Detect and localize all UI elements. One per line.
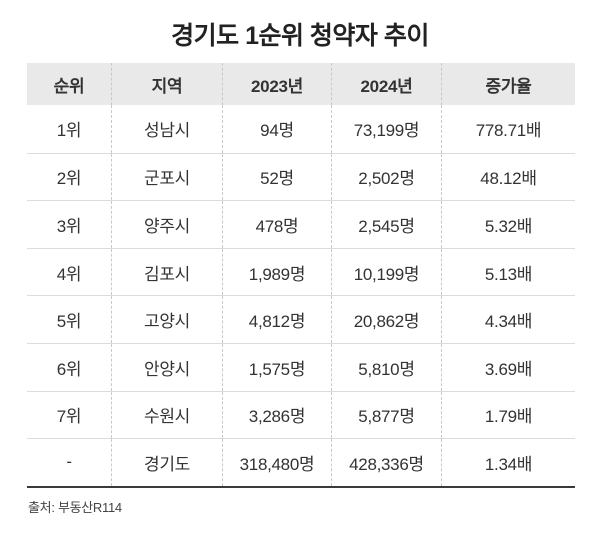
header-rate: 증가율 [441, 63, 575, 105]
cell-region: 고양시 [111, 296, 222, 343]
cell-rate: 1.79배 [441, 391, 575, 439]
cell-region: 수원시 [111, 391, 222, 439]
table-row: 4위 김포시 1,989명 10,199명 5.13배 [27, 247, 575, 296]
header-2023: 2023년 [222, 63, 331, 105]
table-row: 6위 안양시 1,575명 5,810명 3.69배 [27, 342, 575, 391]
cell-region: 군포시 [111, 153, 222, 201]
cell-rate: 5.32배 [441, 201, 575, 248]
page-title: 경기도 1순위 청약자 추이 [171, 22, 429, 50]
header-region: 지역 [111, 63, 222, 105]
cell-2024: 20,862명 [331, 296, 441, 343]
table-row-total: - 경기도 318,480명 428,336명 1.34배 [27, 438, 575, 486]
cell-2024: 2,545명 [331, 201, 441, 248]
header-rank: 순위 [53, 76, 85, 96]
table-row: 7위 수원시 3,286명 5,877명 1.79배 [27, 390, 575, 439]
cell-rate: 3.69배 [441, 343, 575, 391]
table-header-row: 순위 지역 2023년 2024년 증가율 [27, 63, 575, 105]
cell-2023: 318,480명 [222, 439, 331, 486]
cell-rate: 4.34배 [441, 296, 575, 343]
cell-rate: 778.71배 [441, 105, 575, 153]
table-row: 1위 성남시 94명 73,199명 778.71배 [27, 105, 575, 153]
cell-2023: 478명 [222, 201, 331, 248]
table-row: 2위 군포시 52명 2,502명 48.12배 [27, 152, 575, 201]
cell-2024: 5,810명 [331, 343, 441, 391]
source-note: 출처: 부동산R114 [28, 500, 122, 515]
cell-rank: 2위 [56, 169, 82, 189]
cell-rank: 1위 [56, 121, 82, 141]
cell-2023: 1,989명 [222, 248, 331, 296]
cell-rank: 4위 [56, 264, 82, 284]
cell-rank: 7위 [56, 407, 82, 427]
cell-rank: 6위 [56, 359, 82, 379]
cell-region: 안양시 [111, 343, 222, 391]
table-row: 5위 고양시 4,812명 20,862명 4.34배 [27, 295, 575, 343]
header-2024: 2024년 [331, 63, 441, 105]
cell-rank: 5위 [56, 312, 82, 332]
cell-2023: 3,286명 [222, 391, 331, 439]
cell-region: 경기도 [111, 439, 222, 486]
cell-2023: 4,812명 [222, 296, 331, 343]
cell-rate: 48.12배 [441, 153, 575, 201]
cell-2024: 428,336명 [331, 439, 441, 486]
cell-2024: 73,199명 [331, 105, 441, 153]
cell-rate: 1.34배 [441, 439, 575, 486]
cell-rank: 3위 [56, 216, 82, 236]
cell-rate: 5.13배 [441, 248, 575, 296]
cell-2024: 10,199명 [331, 248, 441, 296]
cell-region: 성남시 [111, 105, 222, 153]
cell-rank: - [66, 452, 72, 472]
cell-2023: 1,575명 [222, 343, 331, 391]
cell-region: 양주시 [111, 201, 222, 248]
table-row: 3위 양주시 478명 2,545명 5.32배 [27, 200, 575, 248]
subscribers-table: 순위 지역 2023년 2024년 증가율 1위 성남시 94명 73,199명… [27, 63, 575, 488]
cell-2023: 94명 [222, 105, 331, 153]
cell-2024: 2,502명 [331, 153, 441, 201]
cell-2023: 52명 [222, 153, 331, 201]
cell-region: 김포시 [111, 248, 222, 296]
cell-2024: 5,877명 [331, 391, 441, 439]
